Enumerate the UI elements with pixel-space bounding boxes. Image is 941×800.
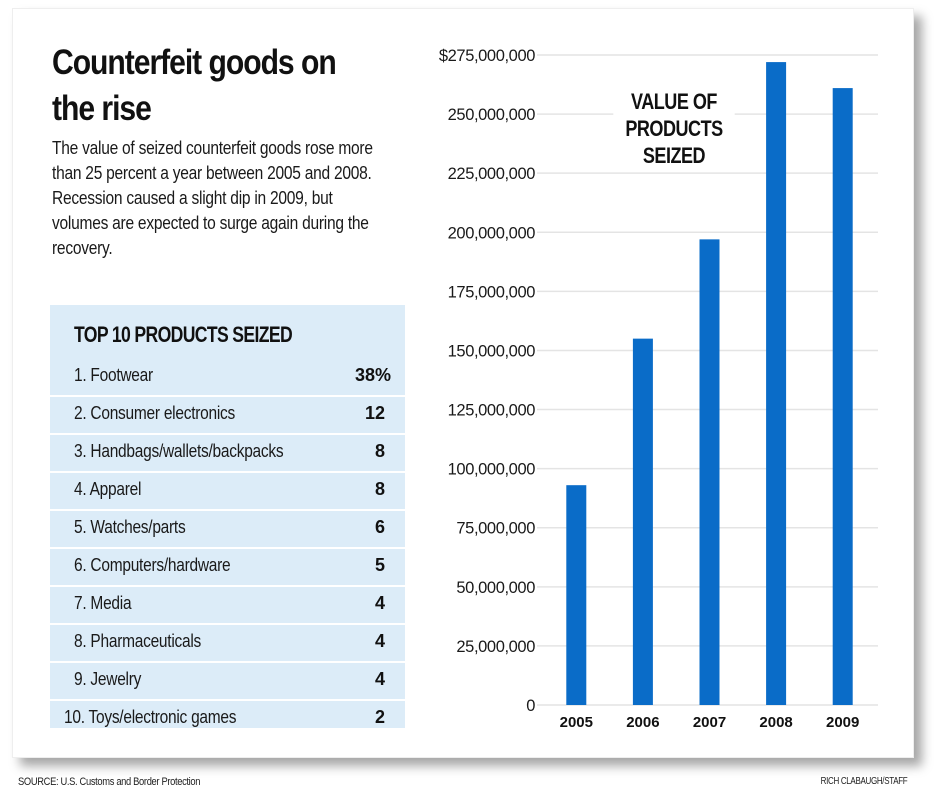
product-label: 8. Pharmaceuticals	[74, 631, 201, 651]
table-row: 1. Footwear 38%	[50, 359, 405, 397]
y-tick-label: 250,000,000	[448, 106, 536, 124]
bar-2007	[699, 239, 720, 705]
table-title: TOP 10 PRODUCTS SEIZED	[74, 322, 293, 347]
headline: Counterfeit goods on the rise	[52, 43, 337, 128]
table-row: 2. Consumer electronics 12	[50, 397, 405, 435]
x-tick-label: 2005	[560, 714, 593, 731]
product-share: 8	[374, 441, 385, 461]
table-row: 5. Watches/parts 6	[50, 511, 405, 549]
product-share: 4	[374, 593, 385, 613]
intro-text: The value of seized counterfeit goods ro…	[52, 137, 373, 258]
product-share: 12	[364, 403, 385, 423]
product-share: 8	[374, 479, 385, 499]
x-tick-label: 2007	[693, 714, 726, 731]
product-label: 6. Computers/hardware	[74, 555, 231, 575]
product-share: 4	[374, 669, 385, 689]
product-label: 3. Handbags/wallets/backpacks	[74, 441, 284, 461]
product-label: 4. Apparel	[74, 479, 142, 499]
product-share: 38%	[354, 365, 391, 385]
credit-note: RICH CLABAUGH/STAFF	[820, 776, 907, 787]
product-label: 5. Watches/parts	[74, 517, 186, 537]
table-row: 4. Apparel 8	[50, 473, 405, 511]
table-row: 8. Pharmaceuticals 4	[50, 625, 405, 663]
x-tick-label: 2006	[626, 714, 659, 731]
product-share: 2	[374, 707, 385, 727]
bar-2005	[566, 485, 587, 705]
y-tick-label: $275,000,000	[439, 47, 535, 65]
y-tick-label: 150,000,000	[448, 342, 536, 360]
bar-2006	[632, 338, 653, 705]
y-tick-label: 125,000,000	[448, 402, 536, 420]
product-label: 10. Toys/electronic games	[64, 707, 237, 727]
x-tick-label: 2009	[826, 714, 859, 731]
y-tick-label: 75,000,000	[456, 520, 535, 538]
source-note: SOURCE: U.S. Customs and Border Protecti…	[18, 776, 201, 788]
y-tick-label: 50,000,000	[456, 579, 535, 597]
product-share: 6	[374, 517, 385, 537]
y-tick-label: 100,000,000	[448, 461, 536, 479]
table-row: 10. Toys/electronic games 2	[50, 701, 405, 737]
y-tick-label: 25,000,000	[456, 638, 535, 656]
bar-2009	[832, 88, 853, 705]
product-label: 9. Jewelry	[74, 669, 142, 689]
y-tick-label: 225,000,000	[448, 165, 536, 183]
y-tick-label: 200,000,000	[448, 224, 536, 242]
product-share: 5	[374, 555, 385, 575]
product-share: 4	[374, 631, 385, 651]
y-tick-label: 175,000,000	[448, 283, 536, 301]
x-tick-label: 2008	[759, 714, 792, 731]
bar-2008	[766, 62, 787, 706]
y-tick-label: 0	[526, 697, 535, 715]
table-row: 7. Media 4	[50, 587, 405, 625]
table-row: 6. Computers/hardware 5	[50, 549, 405, 587]
table-rows: 1. Footwear 38% 2. Consumer electronics 12…	[50, 359, 405, 737]
table-row: 9. Jewelry 4	[50, 663, 405, 701]
product-label: 7. Media	[74, 593, 132, 613]
product-label: 2. Consumer electronics	[74, 403, 235, 423]
product-label: 1. Footwear	[74, 365, 153, 385]
table-row: 3. Handbags/wallets/backpacks 8	[50, 435, 405, 473]
chart-title: VALUE OF PRODUCTS SEIZED	[613, 88, 735, 169]
top-products-table: TOP 10 PRODUCTS SEIZED 1. Footwear 38% 2.…	[50, 305, 405, 728]
